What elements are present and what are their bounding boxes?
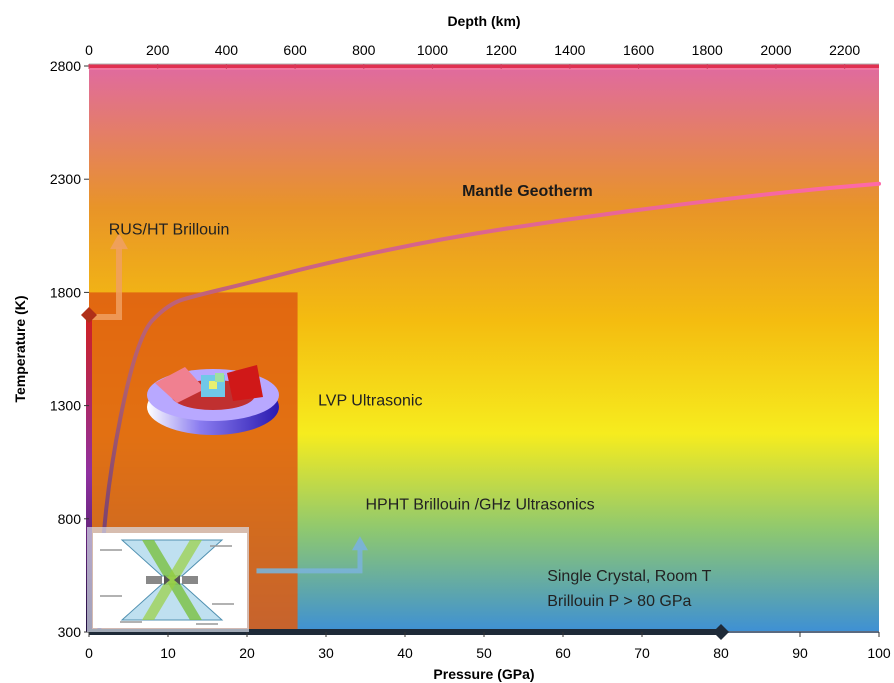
x-tick-label: 0 <box>85 645 93 661</box>
diamond-anvil-cell-diagram <box>87 527 249 632</box>
top-tick-label: 600 <box>283 42 307 58</box>
y-tick-label: 1800 <box>50 284 81 300</box>
y-axis-title: Temperature (K) <box>12 295 28 402</box>
series-line-mantle-geotherm <box>97 181 881 634</box>
annotation-label: RUS/HT Brillouin <box>109 222 230 239</box>
top-tick-label: 1000 <box>417 42 448 58</box>
y-tick-label: 800 <box>58 511 82 527</box>
x-tick-label: 40 <box>397 645 413 661</box>
y-axis-line <box>86 315 92 632</box>
top-tick-label: 200 <box>146 42 170 58</box>
top-tick-label: 2200 <box>829 42 860 58</box>
x-tick-label: 80 <box>713 645 729 661</box>
diamond-marker <box>81 307 97 324</box>
annotation-label: Single Crystal, Room T <box>547 568 711 585</box>
annotation-label: Brillouin P > 80 GPa <box>547 593 691 610</box>
annotation-label: HPHT Brillouin /GHz Ultrasonics <box>366 497 595 514</box>
annotation-label: LVP Ultrasonic <box>318 393 422 410</box>
hpht-arrow-shaft <box>256 548 363 574</box>
top-axis-title: Depth (km) <box>447 13 520 29</box>
top-tick-label: 400 <box>215 42 239 58</box>
x-tick-label: 70 <box>634 645 650 661</box>
top-tick-label: 800 <box>352 42 376 58</box>
x-tick-label: 100 <box>867 645 891 661</box>
y-tick-label: 2300 <box>50 171 81 187</box>
x-tick-label: 90 <box>792 645 808 661</box>
top-tick-label: 1400 <box>554 42 585 58</box>
top-tick-label: 1600 <box>623 42 654 58</box>
x-axis-title: Pressure (GPa) <box>433 666 534 682</box>
x-tick-label: 10 <box>160 645 176 661</box>
y-tick-label: 300 <box>58 624 82 640</box>
x-tick-label: 60 <box>555 645 571 661</box>
rus-arrow-shaft <box>91 247 123 321</box>
x-tick-label: 30 <box>318 645 334 661</box>
top-tick-label: 1200 <box>486 42 517 58</box>
top-tick-label: 1800 <box>692 42 723 58</box>
y-tick-label: 2800 <box>50 58 81 74</box>
top-temperature-line <box>89 64 879 70</box>
anvil-cell-image <box>147 365 279 435</box>
rus-arrow-head <box>110 233 129 250</box>
y-tick-label: 1300 <box>50 398 81 414</box>
x-tick-label: 20 <box>239 645 255 661</box>
top-tick-label: 0 <box>85 42 93 58</box>
top-tick-label: 2000 <box>760 42 791 58</box>
x-tick-label: 50 <box>476 645 492 661</box>
annotation-label: Mantle Geotherm <box>462 183 593 200</box>
diamond-marker <box>713 624 729 640</box>
hpht-arrow-head <box>351 536 368 551</box>
